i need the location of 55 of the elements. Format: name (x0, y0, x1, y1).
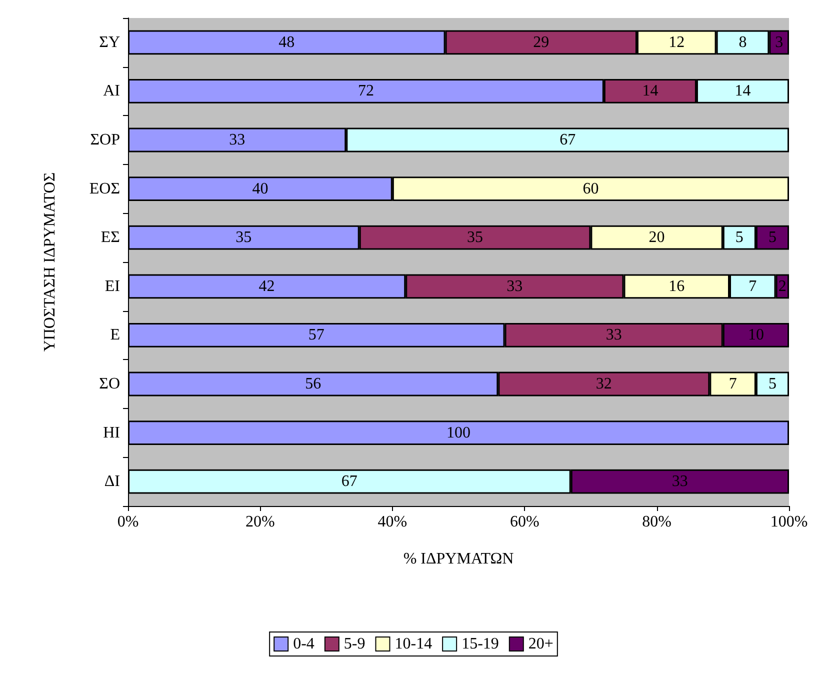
x-tick-label: 0% (117, 514, 139, 530)
data-label: 5 (735, 229, 744, 246)
data-label: 67 (560, 132, 576, 148)
y-axis-title: ΥΠΟΣΤΑΣΗ ΙΔΡΥΜΑΤΟΣ (42, 172, 58, 352)
y-tick-label: ΕΣ (100, 229, 120, 246)
x-tick-label: 40% (378, 514, 408, 530)
data-label: 7 (748, 278, 757, 295)
data-label: 48 (278, 34, 295, 51)
legend-label: 0-4 (293, 636, 314, 652)
data-label: 32 (596, 376, 612, 392)
data-label: 72 (358, 82, 374, 100)
x-axis-title: % ΙΔΡΥΜΑΤΩΝ (403, 550, 514, 568)
data-label: 5 (768, 376, 776, 392)
y-tick-label: ΑΙ (103, 82, 120, 100)
x-tick-label: 80% (642, 514, 672, 530)
y-tick-label: ΗΙ (103, 424, 120, 442)
y-tick-label: ΕΟΣ (89, 180, 120, 198)
data-label: 33 (229, 132, 246, 148)
data-label: 5 (768, 229, 776, 246)
y-tick-label: ΔΙ (104, 473, 120, 490)
data-label: 16 (668, 278, 685, 295)
x-tick-label: 20% (246, 514, 275, 530)
legend-label: 20+ (528, 636, 554, 652)
y-tick-label: ΣΟ (99, 376, 120, 392)
data-label: 35 (467, 229, 484, 246)
y-tick-label: ΣΟΡ (90, 132, 120, 148)
data-label: 33 (606, 326, 622, 344)
data-label: 57 (308, 326, 324, 344)
data-label: 33 (506, 278, 523, 295)
data-label: 14 (642, 82, 658, 100)
data-label: 20 (648, 229, 665, 246)
data-label: 40 (252, 180, 268, 198)
y-tick-label: ΕΙ (104, 278, 120, 295)
data-label: 10 (748, 326, 764, 344)
x-tick-label: 100% (770, 514, 808, 530)
data-label: 35 (236, 229, 252, 246)
data-label: 8 (738, 34, 747, 51)
data-label: 100 (446, 424, 470, 442)
legend-label: 5-9 (344, 636, 366, 652)
data-label: 42 (258, 278, 275, 295)
data-label: 33 (672, 473, 688, 490)
legend-label: 10-14 (394, 636, 432, 652)
data-label: 56 (305, 376, 322, 392)
y-tick-label: Ε (110, 326, 120, 344)
x-tick-label: 60% (510, 514, 540, 530)
data-label: 3 (775, 34, 784, 51)
data-label: 14 (734, 82, 751, 100)
data-label: 12 (668, 34, 685, 51)
data-label: 7 (728, 376, 737, 392)
legend-label: 15-19 (462, 636, 499, 652)
data-label: 29 (533, 34, 550, 51)
y-tick-label: ΣΥ (99, 34, 120, 51)
data-label: 67 (341, 473, 358, 490)
data-label: 2 (778, 278, 786, 295)
data-label: 60 (582, 180, 599, 198)
